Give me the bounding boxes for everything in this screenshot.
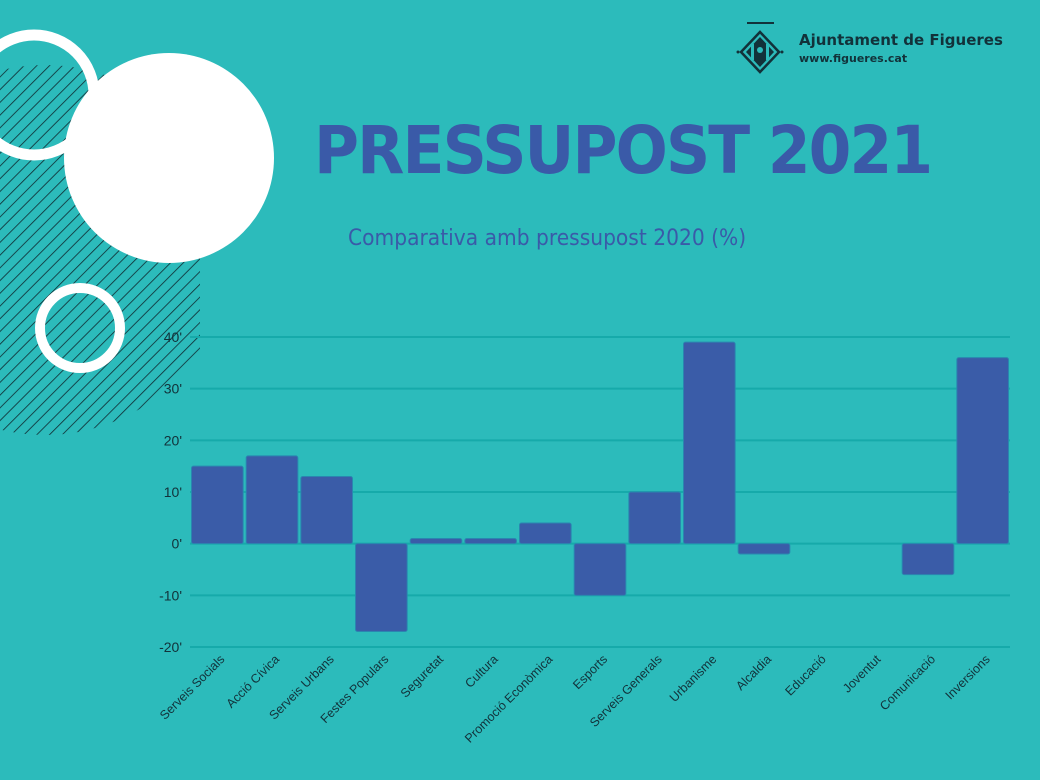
- bars: [191, 341, 1009, 633]
- x-tick-label: Acció Cívica: [224, 652, 283, 711]
- x-tick-label: Comunicació: [877, 652, 938, 713]
- y-tick-label: 20': [164, 432, 182, 448]
- chart-subtitle: Comparativa amb pressupost 2020 (%): [348, 226, 747, 251]
- y-tick-label: 30': [164, 381, 182, 397]
- y-tick-label: 40': [164, 329, 182, 345]
- bar: [355, 543, 408, 633]
- x-tick-label: Esports: [570, 652, 610, 692]
- x-tick-label: Cultura: [462, 652, 500, 690]
- org-logo: Ajuntament de Figueres www.figueres.cat: [735, 20, 1003, 76]
- bar: [683, 341, 736, 545]
- decorative-circles: [0, 29, 274, 435]
- y-axis-ticks: 40' 30' 20' 10' 0' -10' -20': [159, 329, 182, 655]
- x-tick-label: Joventut: [840, 652, 884, 696]
- org-name: Ajuntament de Figueres: [799, 31, 1003, 49]
- bar: [245, 455, 299, 545]
- bar: [901, 543, 955, 576]
- bar: [191, 465, 244, 545]
- y-tick-label: 0': [172, 536, 182, 552]
- bar: [464, 538, 518, 545]
- page-title: PRESSUPOST 2021: [314, 112, 933, 189]
- bar: [737, 543, 791, 555]
- x-tick-label: Inversions: [943, 652, 993, 702]
- x-tick-label: Alcaldia: [733, 652, 774, 693]
- big-white-circle: [64, 53, 274, 263]
- y-tick-label: 10': [164, 484, 182, 500]
- y-tick-label: -20': [159, 639, 182, 655]
- bar: [300, 476, 354, 545]
- coat-of-arms-icon: [736, 22, 784, 74]
- org-url: www.figueres.cat: [799, 52, 908, 65]
- x-tick-label: Educació: [783, 652, 829, 698]
- bar: [573, 543, 627, 596]
- y-tick-label: -10': [159, 587, 182, 603]
- bar: [956, 357, 1009, 545]
- bar: [409, 538, 463, 545]
- bar: [519, 522, 572, 545]
- x-tick-label: Urbanisme: [667, 652, 720, 705]
- x-tick-label: Serveis Socials: [157, 652, 227, 722]
- bar: [628, 491, 681, 545]
- x-tick-label: Seguretat: [398, 652, 447, 701]
- ring-small: [35, 283, 125, 373]
